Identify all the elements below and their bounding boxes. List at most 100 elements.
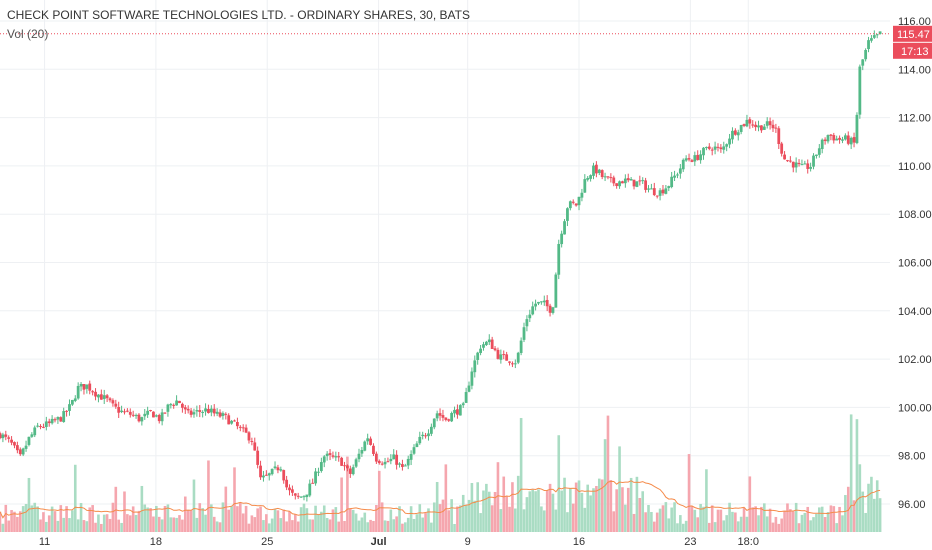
volume-bar: [241, 513, 245, 532]
volume-bar: [470, 483, 474, 532]
volume-bar: [265, 514, 268, 532]
candle-body: [473, 360, 477, 373]
candle-body: [4, 434, 8, 437]
candle-body: [731, 130, 734, 140]
candle-body: [589, 175, 593, 179]
volume-bar: [166, 504, 170, 532]
volume-bar: [528, 491, 532, 532]
volume-bar: [357, 520, 361, 532]
candle-body: [70, 399, 74, 405]
candle-body: [334, 456, 338, 458]
volume-bar: [155, 505, 158, 532]
volume-bar: [647, 505, 650, 532]
volume-bar: [566, 512, 569, 532]
candle-body: [189, 410, 193, 415]
volume-bar: [855, 419, 859, 532]
volume-bar: [314, 505, 317, 532]
volume-bar: [262, 520, 265, 532]
volume-bar: [102, 514, 106, 532]
candle-body: [395, 454, 399, 465]
y-tick-label: 110.00: [898, 161, 931, 173]
candle-body: [456, 409, 459, 415]
volume-bar: [618, 446, 621, 532]
volume-bar: [774, 516, 778, 532]
candle-body: [771, 124, 775, 129]
candle-body: [875, 34, 879, 36]
candle-body: [444, 417, 448, 420]
candle-body: [600, 170, 604, 177]
candle-body: [638, 180, 642, 182]
candle-body: [878, 31, 882, 34]
candle-body: [508, 361, 511, 363]
candle-body: [852, 137, 856, 143]
y-tick-label: 96.00: [898, 499, 926, 511]
volume-bar: [629, 477, 633, 532]
candle-body: [427, 433, 430, 437]
candle-body: [618, 181, 621, 187]
volume-indicator-label[interactable]: Vol (20): [7, 27, 49, 41]
volume-bar: [195, 517, 199, 532]
candle-body: [140, 417, 144, 422]
volume-bar: [789, 509, 792, 532]
volume-bar: [383, 520, 387, 532]
volume-bar: [143, 504, 147, 532]
volume-bar: [485, 483, 488, 532]
candle-body: [351, 467, 355, 475]
volume-bar: [511, 482, 514, 532]
candle-body: [131, 414, 135, 416]
candle-body: [172, 404, 176, 406]
candle-body: [227, 415, 231, 425]
candle-body: [678, 168, 682, 174]
candle-body: [725, 144, 729, 147]
candle-body: [777, 128, 781, 144]
volume-bar: [580, 492, 584, 532]
volume-bar: [861, 491, 865, 532]
candle-body: [661, 189, 665, 194]
volume-bar: [210, 504, 213, 532]
volume-bar: [18, 511, 22, 532]
candle-body: [366, 438, 370, 442]
candle-body: [835, 138, 839, 141]
volume-bar: [621, 487, 624, 532]
volume-bar: [340, 477, 343, 532]
volume-bar: [33, 502, 37, 532]
candle-body: [432, 418, 436, 428]
volume-bar: [797, 523, 801, 532]
volume-bar: [82, 520, 86, 532]
x-tick-label: 23: [684, 536, 696, 548]
candle-body: [551, 307, 555, 313]
volume-bar: [305, 508, 309, 532]
volume-bar: [253, 517, 257, 532]
volume-ma-layer: [0, 480, 881, 519]
candle-body: [192, 412, 196, 415]
candle-body: [467, 385, 471, 392]
volume-bar: [577, 480, 581, 532]
volume-bar: [734, 512, 737, 532]
candle-body: [649, 188, 653, 190]
candle-body: [343, 465, 346, 467]
volume-bar: [441, 499, 445, 532]
volume-bar: [73, 464, 77, 532]
candle-body: [838, 137, 841, 140]
candle-body: [846, 135, 850, 144]
candle-body: [603, 176, 607, 178]
candle-body: [855, 114, 859, 144]
candle-body: [583, 179, 587, 193]
candle-body: [340, 457, 344, 466]
volume-bar: [864, 512, 867, 532]
volume-bar: [597, 478, 601, 532]
volume-bar: [131, 506, 135, 532]
volume-bar: [311, 519, 314, 532]
volume-bar: [606, 415, 610, 532]
candle-body: [39, 426, 42, 428]
volume-bar: [667, 518, 671, 532]
volume-bar: [516, 475, 520, 532]
volume-bar: [438, 504, 442, 532]
volume-bar: [473, 500, 477, 532]
candle-body: [273, 466, 277, 469]
candle-body: [386, 461, 390, 463]
candle-body: [143, 413, 147, 417]
candle-body: [870, 38, 873, 41]
volume-bar: [10, 510, 13, 532]
